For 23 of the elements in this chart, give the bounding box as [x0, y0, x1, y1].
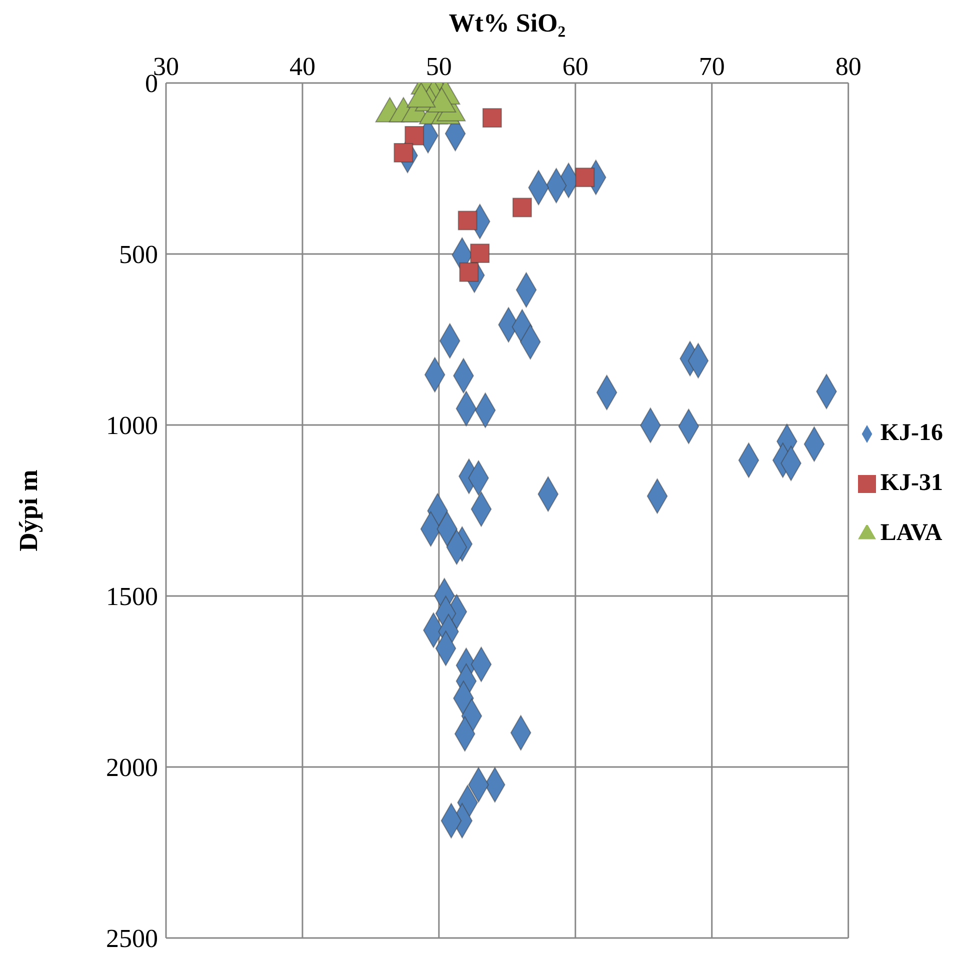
y-axis-title: Dýpi m: [14, 469, 44, 552]
point: [470, 244, 490, 264]
point: [482, 108, 502, 128]
x-tick-label: 60: [562, 52, 588, 81]
y-tick-label: 1000: [106, 411, 158, 440]
x-axis-title: Wt% SiO₂: [448, 8, 566, 38]
point: [459, 262, 479, 282]
point: [458, 210, 478, 230]
point: [394, 143, 414, 162]
legend-label: LAVA: [880, 520, 942, 546]
y-tick-label: 500: [119, 240, 158, 270]
x-tick-label: 70: [698, 52, 725, 81]
point: [575, 168, 595, 188]
x-tick-label: 80: [835, 52, 862, 81]
y-tick-label: 2000: [106, 753, 158, 782]
legend-label: KJ-16: [880, 420, 943, 446]
point: [512, 198, 532, 218]
x-tick-label: 50: [426, 52, 452, 81]
legend-label: KJ-31: [880, 470, 943, 496]
point: [404, 126, 424, 146]
y-tick-label: 1500: [106, 582, 158, 612]
y-tick-label: 2500: [106, 924, 158, 954]
x-tick-label: 40: [289, 52, 316, 81]
